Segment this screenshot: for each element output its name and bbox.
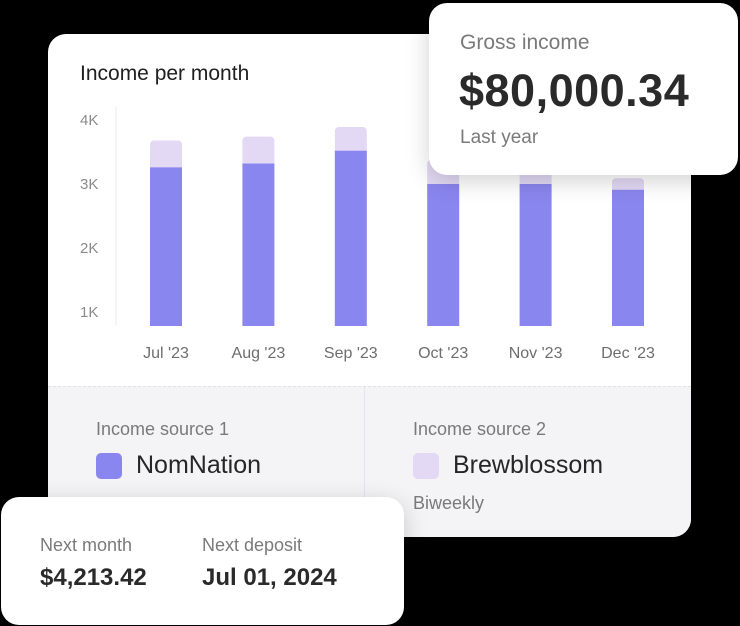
income-source-2-frequency: Biweekly: [413, 493, 485, 513]
bar-nomnation: [242, 163, 275, 326]
nomnation-color-swatch: [96, 452, 122, 479]
income-source-1[interactable]: Income source 1 NomNation: [48, 387, 365, 537]
y-tick-label: 2K: [80, 240, 98, 257]
x-tick-label: Aug '23: [232, 345, 286, 362]
x-tick-label: Dec '23: [601, 345, 655, 362]
bar-brewblossom: [334, 127, 367, 155]
gross-income-label: Gross income: [460, 31, 590, 54]
deposit-summary-card: Next month $4,213.42 Next deposit Jul 01…: [1, 497, 404, 625]
bar-brewblossom: [242, 136, 275, 168]
next-deposit-block: Next deposit Jul 01, 2024: [202, 535, 337, 592]
bar-brewblossom: [150, 140, 182, 172]
income-source-2-title: Income source 2: [413, 419, 547, 439]
y-tick-label: 4K: [80, 112, 98, 129]
income-source-1-title: Income source 1: [96, 419, 230, 439]
bar-nomnation: [519, 184, 552, 326]
bar-nomnation: [150, 167, 182, 326]
gross-income-card: Gross income $80,000.34 Last year: [429, 3, 738, 175]
next-month-block: Next month $4,213.42: [40, 535, 147, 592]
income-source-1-name: NomNation: [136, 451, 262, 479]
gross-income-period: Last year: [460, 127, 539, 148]
x-tick-label: Nov '23: [509, 345, 563, 362]
chart-title: Income per month: [80, 62, 250, 85]
x-tick-label: Sep '23: [324, 345, 378, 362]
x-tick-label: Oct '23: [418, 345, 468, 362]
bar-nomnation: [612, 189, 644, 326]
bar-nomnation: [427, 184, 460, 326]
income-source-2-name: Brewblossom: [453, 451, 604, 479]
y-tick-label: 3K: [80, 176, 98, 193]
brewblossom-color-swatch: [413, 452, 439, 479]
next-month-label: Next month: [40, 535, 133, 555]
gross-income-value: $80,000.34: [459, 65, 690, 116]
next-deposit-label: Next deposit: [202, 535, 303, 555]
bar-nomnation: [334, 150, 367, 326]
next-month-value: $4,213.42: [40, 564, 147, 591]
next-deposit-value: Jul 01, 2024: [202, 564, 337, 591]
x-tick-label: Jul '23: [143, 345, 189, 362]
income-source-2[interactable]: Income source 2 Brewblossom Biweekly: [365, 387, 691, 537]
y-tick-label: 1K: [80, 304, 98, 321]
